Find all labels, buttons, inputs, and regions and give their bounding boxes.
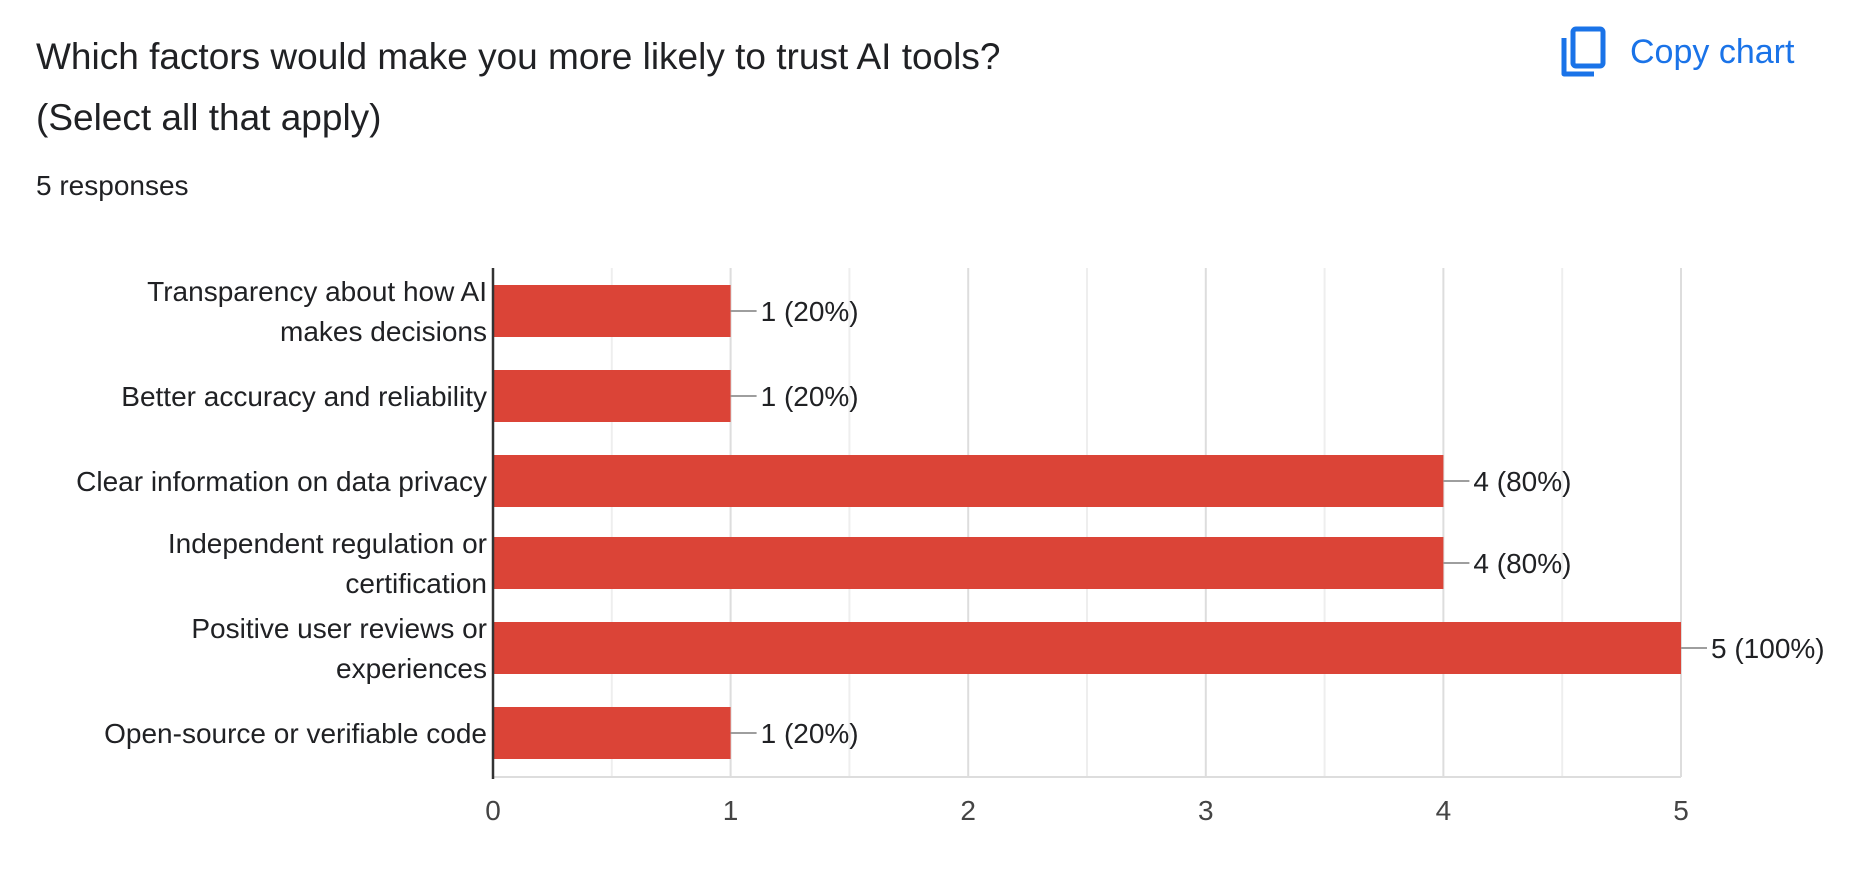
data-label: 1 (20%): [761, 718, 859, 749]
category-label: Positive user reviews or experiences: [191, 613, 487, 684]
bar: [493, 622, 1681, 674]
x-tick-label: 2: [960, 795, 976, 826]
x-tick-label: 1: [723, 795, 739, 826]
title-line-1: Which factors would make you more likely…: [36, 36, 1001, 77]
title-line-2: (Select all that apply): [36, 97, 382, 138]
x-tick-label: 0: [485, 795, 501, 826]
copy-chart-button[interactable]: Copy chart: [1560, 24, 1794, 80]
category-label: Open-source or verifiable code: [104, 718, 487, 749]
bar: [493, 537, 1444, 589]
category-label: Clear information on data privacy: [76, 466, 487, 497]
category-label: Transparency about how AI makes decisions: [147, 276, 487, 347]
data-label: 4 (80%): [1473, 548, 1571, 579]
data-label: 1 (20%): [761, 381, 859, 412]
category-label: Independent regulation or certification: [168, 528, 487, 599]
bar: [493, 370, 731, 422]
x-tick-label: 3: [1198, 795, 1214, 826]
bar: [493, 285, 731, 337]
bar: [493, 707, 731, 759]
chart-title: Which factors would make you more likely…: [36, 26, 1266, 148]
category-label: Better accuracy and reliability: [121, 381, 487, 412]
response-count: 5 responses: [36, 170, 189, 201]
copy-chart-label: Copy chart: [1630, 32, 1795, 71]
x-tick-label: 4: [1436, 795, 1452, 826]
data-label: 4 (80%): [1473, 466, 1571, 497]
bar: [493, 455, 1444, 507]
copy-icon: [1561, 26, 1606, 77]
data-label: 1 (20%): [761, 296, 859, 327]
x-tick-label: 5: [1673, 795, 1689, 826]
data-label: 5 (100%): [1711, 633, 1825, 664]
